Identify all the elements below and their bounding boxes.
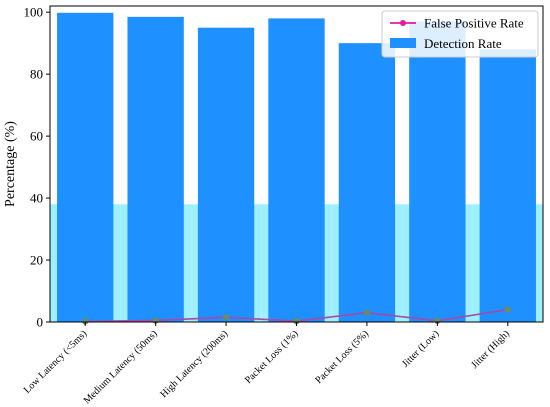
y-axis-label: Percentage (%) [3,121,18,207]
legend-label-detection-rate: Detection Rate [424,36,502,51]
y-tick-label-3: 60 [30,129,43,144]
x-tick-label-2: High Latency (200ms) [158,328,230,400]
bar-detection-rate-1 [127,16,184,322]
point-false-positive-rate-2 [222,314,230,321]
point-false-positive-rate-3 [293,317,300,325]
false-positive-line [82,306,511,325]
point-false-positive-rate-6 [504,306,511,313]
bar-detection-rate-4 [338,43,396,322]
x-tick-label-5: Jitter (Low) [400,328,441,369]
bar-detection-rate-5 [409,21,466,322]
bar-detection-rate-2 [197,27,255,322]
x-tick-label-4: Packet Loss (5%) [313,328,371,386]
y-tick-label-2: 40 [30,191,43,206]
point-false-positive-rate-4 [363,309,371,316]
bar-detection-rate-6 [479,49,536,322]
x-tick-label-1: Medium Latency (50ms) [82,328,160,406]
legend: False Positive Rate Detection Rate [381,10,539,58]
x-tick-label-6: Jitter (High) [469,328,512,371]
x-tick-label-0: Low Latency (<5ms) [22,328,90,396]
point-false-positive-rate-0 [82,318,89,325]
y-tick-label-4: 80 [30,67,43,82]
bar-detection-rate-3 [268,18,325,323]
y-tick-label-5: 100 [24,5,44,20]
legend-swatch-detection-rate [390,38,416,48]
legend-box [381,10,539,58]
detection-rate-bars [57,12,536,323]
bar-detection-rate-0 [57,12,114,323]
y-tick-label-0: 0 [37,315,44,330]
legend-swatch-false-positive-marker [400,20,406,26]
y-tick-label-1: 20 [30,253,43,268]
legend-label-false-positive-rate: False Positive Rate [424,16,524,31]
x-tick-label-3: Packet Loss (1%) [243,328,301,386]
